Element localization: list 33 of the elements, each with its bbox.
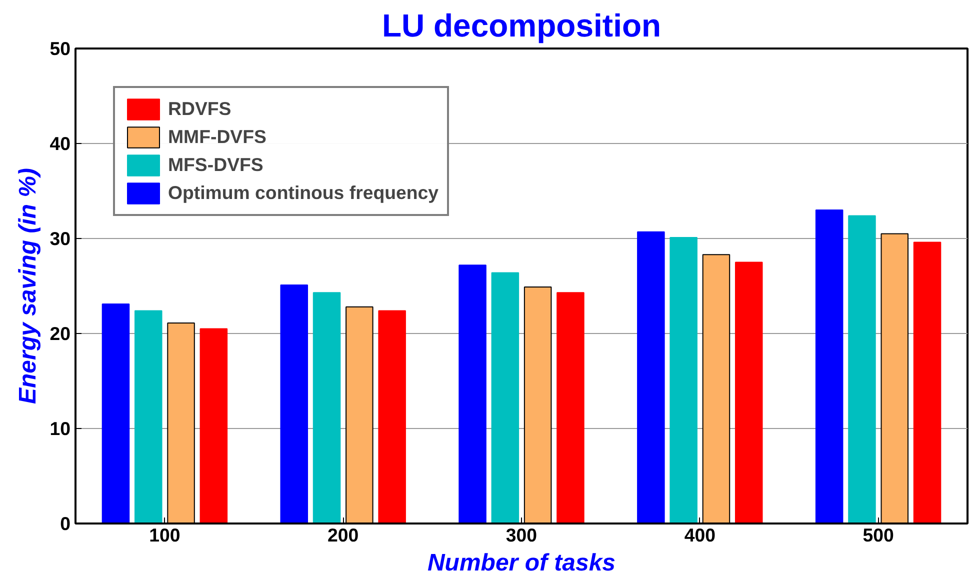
y-tick-label: 0: [60, 513, 71, 534]
y-tick-label: 30: [50, 228, 71, 249]
x-tick-label: 400: [684, 524, 716, 546]
x-tick-label: 200: [328, 524, 359, 546]
legend-label: MFS-DVFS: [168, 154, 264, 176]
bar: [637, 231, 665, 524]
bar: [102, 304, 130, 524]
bar: [280, 284, 308, 524]
bar: [491, 272, 520, 524]
y-tick-label: 10: [50, 418, 71, 439]
bar: [913, 242, 942, 524]
bar: [556, 292, 584, 524]
legend-label: RDVFS: [168, 98, 232, 120]
legend-label: MMF-DVFS: [168, 126, 266, 148]
y-tick-label: 20: [50, 323, 71, 344]
bar: [458, 264, 486, 524]
bar: [815, 210, 844, 524]
legend-label: Optimum continous frequency: [168, 182, 439, 204]
bar: [134, 310, 162, 524]
y-axis-title: Energy saving (in %): [14, 168, 42, 404]
bar: [848, 215, 876, 524]
bar: [734, 262, 763, 524]
bar: [670, 237, 698, 524]
bar: [312, 292, 341, 524]
bar: [200, 328, 228, 524]
chart-title: LU decomposition: [382, 8, 662, 44]
y-tick-label: 50: [50, 38, 71, 59]
bar: [378, 310, 406, 524]
x-tick-label: 300: [506, 524, 538, 546]
x-tick-label: 100: [149, 524, 180, 546]
x-tick-label: 500: [862, 524, 894, 546]
x-axis-title: Number of tasks: [427, 550, 616, 576]
y-tick-label: 40: [50, 133, 71, 154]
